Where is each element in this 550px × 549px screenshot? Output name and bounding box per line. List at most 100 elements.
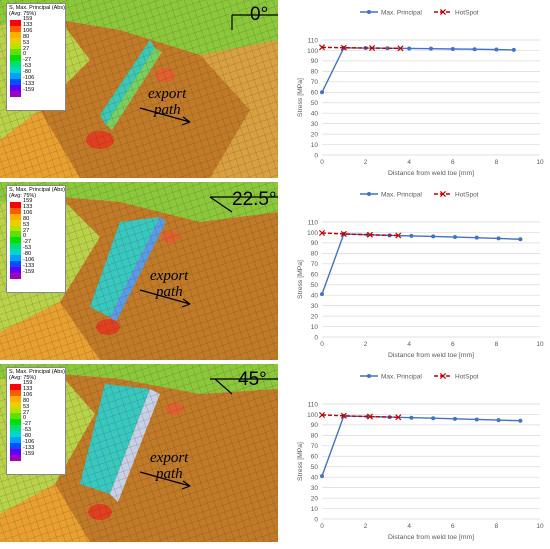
stress-chart-22-5deg: 0 10 20 30 40 50 60 70 80 90 100 110 0 2 4 6 8 10 Distance… xyxy=(282,182,550,362)
legend-swatch xyxy=(10,442,21,449)
data-point-hotspot xyxy=(395,414,402,421)
hotspot-marker-stroke xyxy=(318,229,326,237)
data-point-hotspot xyxy=(340,230,347,237)
legend-values: 159 133 106 80 53 27 0 -27 -53 -80 -106 -133 -159 xyxy=(23,16,35,94)
export-path-label: export path xyxy=(150,450,189,482)
legend-value: -27 xyxy=(23,239,32,246)
legend-color-scale xyxy=(10,384,21,461)
legend-swatch xyxy=(10,255,21,261)
x-tick-label: 8 xyxy=(495,523,499,530)
y-tick-label: 90 xyxy=(311,240,319,247)
hotspot-marker-stroke xyxy=(340,44,347,51)
y-tick-label: 70 xyxy=(311,443,319,450)
legend-marker-max-principal xyxy=(367,192,371,196)
legend-color-scale xyxy=(10,20,21,97)
legend-title: S, Max. Principal (Abs) (Avg: 75%) xyxy=(9,187,65,199)
legend-marker-hotspot xyxy=(439,372,447,380)
x-tick-label: 10 xyxy=(536,341,544,348)
data-point-hotspot xyxy=(340,44,347,51)
legend-value: -106 xyxy=(23,439,35,446)
series-line-max-principal xyxy=(321,47,514,93)
legend-value: 106 xyxy=(23,27,33,34)
y-tick-label: 50 xyxy=(311,100,319,107)
y-axis-label: Stress [MPa] xyxy=(297,442,304,481)
legend-value: 53 xyxy=(23,39,30,46)
legend-swatch xyxy=(10,260,21,267)
legend-swatch xyxy=(10,243,21,250)
data-point-max-principal xyxy=(518,418,523,423)
data-point-hotspot xyxy=(318,411,326,419)
legend-swatch xyxy=(10,43,21,50)
y-axis-label: Stress [MPa] xyxy=(297,260,304,299)
legend-swatch xyxy=(10,249,21,256)
y-tick-label: 100 xyxy=(307,48,318,55)
legend-value: -53 xyxy=(23,245,32,252)
legend-swatch xyxy=(10,90,21,97)
data-point-hotspot xyxy=(366,231,373,238)
data-point-max-principal xyxy=(429,46,433,51)
legend-marker-max-principal xyxy=(367,374,371,378)
y-tick-label: 20 xyxy=(311,131,319,138)
legend-value: 133 xyxy=(23,203,33,210)
x-tick-label: 10 xyxy=(536,523,544,530)
y-tick-label: 50 xyxy=(311,282,319,289)
chart-svg: 0 10 20 30 40 50 60 70 80 90 100 110 0 2 4 6 8 10 Distance… xyxy=(297,8,544,177)
y-tick-label: 10 xyxy=(311,324,319,331)
data-point-max-principal xyxy=(431,234,436,239)
legend-marker-max-principal xyxy=(367,10,371,14)
export-path-label: export path xyxy=(150,268,189,300)
y-tick-label: 110 xyxy=(308,219,319,226)
chart-legend: Max. Principal HotSpot xyxy=(360,372,479,380)
y-tick-label: 30 xyxy=(311,485,319,492)
data-point-hotspot xyxy=(318,229,326,237)
legend-value: 80 xyxy=(23,215,30,222)
legend-values: 159 133 106 80 53 27 0 -27 -53 -80 -106 -133 -159 xyxy=(23,198,35,276)
legend-swatch xyxy=(10,437,21,443)
legend-value: -27 xyxy=(23,421,32,428)
legend-label-hotspot: HotSpot xyxy=(455,9,479,16)
hotspot-marker-stroke xyxy=(366,413,373,420)
x-tick-label: 4 xyxy=(407,159,411,166)
legend-label-max-principal: Max. Principal xyxy=(381,9,422,16)
legend-swatch xyxy=(10,219,21,226)
data-point-max-principal xyxy=(320,474,324,479)
y-tick-label: 110 xyxy=(308,37,319,44)
legend-value: -106 xyxy=(23,75,35,82)
hotspot-marker-stroke xyxy=(369,45,376,52)
legend-value: 0 xyxy=(23,415,27,422)
legend-swatch xyxy=(10,237,21,244)
legend-value: -133 xyxy=(23,262,35,269)
legend-swatch xyxy=(10,213,21,220)
y-tick-label: 20 xyxy=(311,313,319,320)
x-axis-label: Distance from weld toe [mm] xyxy=(388,352,474,359)
legend-value: 106 xyxy=(23,209,33,216)
data-point-hotspot xyxy=(318,44,326,51)
angle-label: 45° xyxy=(238,369,267,390)
hotspot-marker-stroke xyxy=(340,230,347,237)
legend-swatch xyxy=(10,25,21,32)
legend-swatch xyxy=(10,84,21,91)
color-legend: S, Max. Principal (Abs) (Avg: 75%) 159 13… xyxy=(6,185,66,293)
hotspot-marker-stroke xyxy=(366,231,373,238)
legend-label-max-principal: Max. Principal xyxy=(381,191,422,198)
x-axis-label: Distance from weld toe [mm] xyxy=(388,170,474,177)
legend-value: -133 xyxy=(23,80,35,87)
hotspot-marker-stroke xyxy=(318,44,326,51)
legend-value: -27 xyxy=(23,57,32,64)
y-tick-label: 0 xyxy=(314,334,318,341)
y-tick-label: 90 xyxy=(311,422,319,429)
x-tick-label: 4 xyxy=(407,341,411,348)
y-tick-label: 90 xyxy=(311,58,319,65)
data-point-max-principal xyxy=(496,236,501,241)
y-tick-label: 110 xyxy=(308,401,319,408)
legend-swatch xyxy=(10,407,21,414)
fea-mesh-image xyxy=(0,182,278,360)
legend-swatch xyxy=(10,384,21,390)
stress-chart-45deg: 0 10 20 30 40 50 60 70 80 90 100 110 0 2 4 6 8 10 Distance… xyxy=(282,364,550,544)
x-tick-label: 0 xyxy=(320,341,324,348)
hotspot-marker-stroke xyxy=(318,411,326,419)
color-legend: S, Max. Principal (Abs) (Avg: 75%) 159 13… xyxy=(6,3,66,111)
chart-svg: 0 10 20 30 40 50 60 70 80 90 100 110 0 2 4 6 8 10 Distance… xyxy=(297,372,544,541)
legend-swatch xyxy=(10,395,21,402)
legend-swatch xyxy=(10,389,21,396)
